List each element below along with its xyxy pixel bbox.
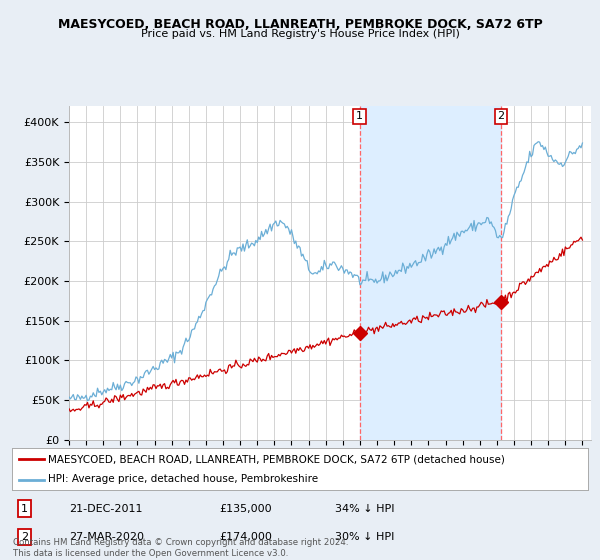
Text: Price paid vs. HM Land Registry's House Price Index (HPI): Price paid vs. HM Land Registry's House … xyxy=(140,29,460,39)
Text: 34% ↓ HPI: 34% ↓ HPI xyxy=(335,503,394,514)
Text: 27-MAR-2020: 27-MAR-2020 xyxy=(70,532,145,542)
Text: HPI: Average price, detached house, Pembrokeshire: HPI: Average price, detached house, Pemb… xyxy=(48,474,318,484)
Text: 1: 1 xyxy=(21,503,28,514)
Bar xyxy=(359,106,501,440)
Text: MAESYCOED, BEACH ROAD, LLANREATH, PEMBROKE DOCK, SA72 6TP: MAESYCOED, BEACH ROAD, LLANREATH, PEMBRO… xyxy=(58,18,542,31)
Text: £135,000: £135,000 xyxy=(220,503,272,514)
Text: 21-DEC-2011: 21-DEC-2011 xyxy=(70,503,143,514)
Text: 2: 2 xyxy=(497,111,505,122)
Text: £174,000: £174,000 xyxy=(220,532,272,542)
Text: MAESYCOED, BEACH ROAD, LLANREATH, PEMBROKE DOCK, SA72 6TP (detached house): MAESYCOED, BEACH ROAD, LLANREATH, PEMBRO… xyxy=(48,454,505,464)
Text: 2: 2 xyxy=(21,532,28,542)
Text: 30% ↓ HPI: 30% ↓ HPI xyxy=(335,532,394,542)
Text: 1: 1 xyxy=(356,111,363,122)
Text: Contains HM Land Registry data © Crown copyright and database right 2024.
This d: Contains HM Land Registry data © Crown c… xyxy=(13,538,349,558)
